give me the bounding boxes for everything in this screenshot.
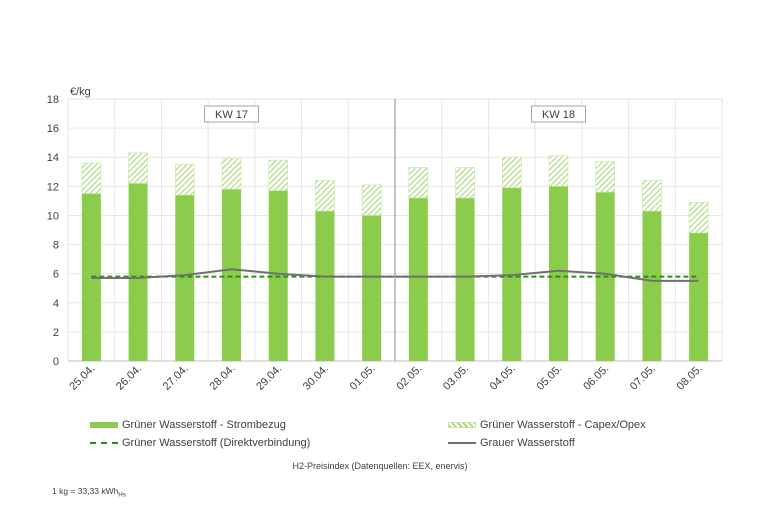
- y-tick-label: 2: [53, 327, 59, 339]
- week-label-box: [531, 105, 586, 123]
- x-tick-label: 26.04.: [114, 363, 144, 393]
- x-tick-label: 27.04.: [161, 363, 191, 393]
- bar-capex-opex: [221, 158, 242, 190]
- footnote-text: 1 kg = 33,33 kWh: [52, 486, 119, 496]
- y-tick-label: 8: [53, 240, 59, 252]
- x-tick-label: 06.05.: [581, 363, 611, 393]
- x-tick-label: 01.05.: [348, 363, 378, 393]
- source-note: H2-Preisindex (Datenquellen: EEX, enervi…: [292, 461, 468, 471]
- bar-strombezug: [222, 189, 241, 361]
- x-tick-label: 29.04.: [254, 363, 284, 393]
- bar-capex-opex: [595, 161, 616, 193]
- y-tick-label: 14: [47, 152, 59, 164]
- bar-strombezug: [549, 186, 568, 361]
- x-tick-label: 05.05.: [535, 363, 565, 393]
- x-tick-label: 07.05.: [628, 363, 658, 393]
- legend-swatch-grau: [448, 442, 476, 444]
- legend-label-grau: Grauer Wasserstoff: [480, 437, 575, 449]
- bar-capex-opex: [548, 155, 569, 187]
- y-tick-label: 10: [47, 210, 59, 222]
- bar-strombezug: [408, 197, 428, 361]
- footnote-subscript: Hs: [118, 492, 126, 499]
- x-tick-label: 28.04.: [208, 363, 238, 393]
- bar-capex-opex: [408, 167, 429, 199]
- bar-strombezug: [455, 197, 475, 361]
- x-tick-label: 04.05.: [488, 363, 518, 393]
- legend-swatch-capex: [448, 422, 476, 428]
- legend-swatch-direkt: [90, 442, 118, 444]
- legend-item-capex: Grüner Wasserstoff - Capex/Opex: [448, 419, 646, 431]
- week-label: KW 18: [542, 109, 575, 121]
- bar-capex-opex: [642, 180, 662, 212]
- bar-capex-opex: [315, 180, 335, 212]
- x-tick-label: 03.05.: [441, 363, 471, 393]
- bar-capex-opex: [128, 152, 148, 184]
- x-tick-label: 08.05.: [675, 363, 705, 393]
- y-tick-label: 6: [53, 269, 59, 281]
- bar-capex-opex: [361, 184, 382, 216]
- y-tick-label: 0: [53, 356, 59, 368]
- week-label: KW 17: [215, 109, 248, 121]
- bar-capex-opex: [174, 164, 195, 196]
- legend-item-strombezug: Grüner Wasserstoff - Strombezug: [90, 419, 286, 431]
- legend-swatch-strombezug: [90, 422, 118, 428]
- bar-capex-opex: [688, 202, 709, 234]
- x-tick-label: 25.04.: [67, 363, 97, 393]
- bar-capex-opex: [268, 159, 289, 191]
- bar-strombezug: [128, 183, 148, 361]
- y-tick-label: 16: [47, 123, 59, 135]
- legend-label-direkt: Grüner Wasserstoff (Direktverbindung): [122, 437, 311, 449]
- bar-strombezug: [642, 211, 662, 361]
- y-tick-label: 18: [47, 94, 59, 106]
- y-axis-unit-label: €/kg: [70, 86, 91, 98]
- legend-item-grau: Grauer Wasserstoff: [448, 437, 575, 449]
- bar-strombezug: [362, 215, 382, 361]
- week-label-box: [204, 105, 259, 123]
- y-tick-label: 12: [47, 181, 59, 193]
- bar-strombezug: [689, 232, 709, 361]
- legend-label-strombezug: Grüner Wasserstoff - Strombezug: [122, 419, 286, 431]
- x-tick-label: 30.04.: [301, 363, 331, 393]
- bar-strombezug: [315, 211, 335, 361]
- footnote: 1 kg = 33,33 kWhHs: [52, 486, 126, 499]
- bar-strombezug: [81, 193, 101, 361]
- chart-canvas: 0 2 4 6 8 10 12 14 16 18 €/kg KW 17 KW 18 25.04. 26.04…: [47, 86, 723, 393]
- bar-capex-opex: [455, 167, 475, 199]
- bar-strombezug: [175, 195, 195, 361]
- y-tick-label: 4: [53, 298, 59, 310]
- legend-label-capex: Grüner Wasserstoff - Capex/Opex: [480, 419, 646, 431]
- bar-capex-opex: [81, 162, 102, 194]
- bar-capex-opex: [501, 156, 522, 189]
- legend-item-direkt: Grüner Wasserstoff (Direktverbindung): [90, 437, 310, 449]
- x-tick-label: 02.05.: [394, 363, 424, 393]
